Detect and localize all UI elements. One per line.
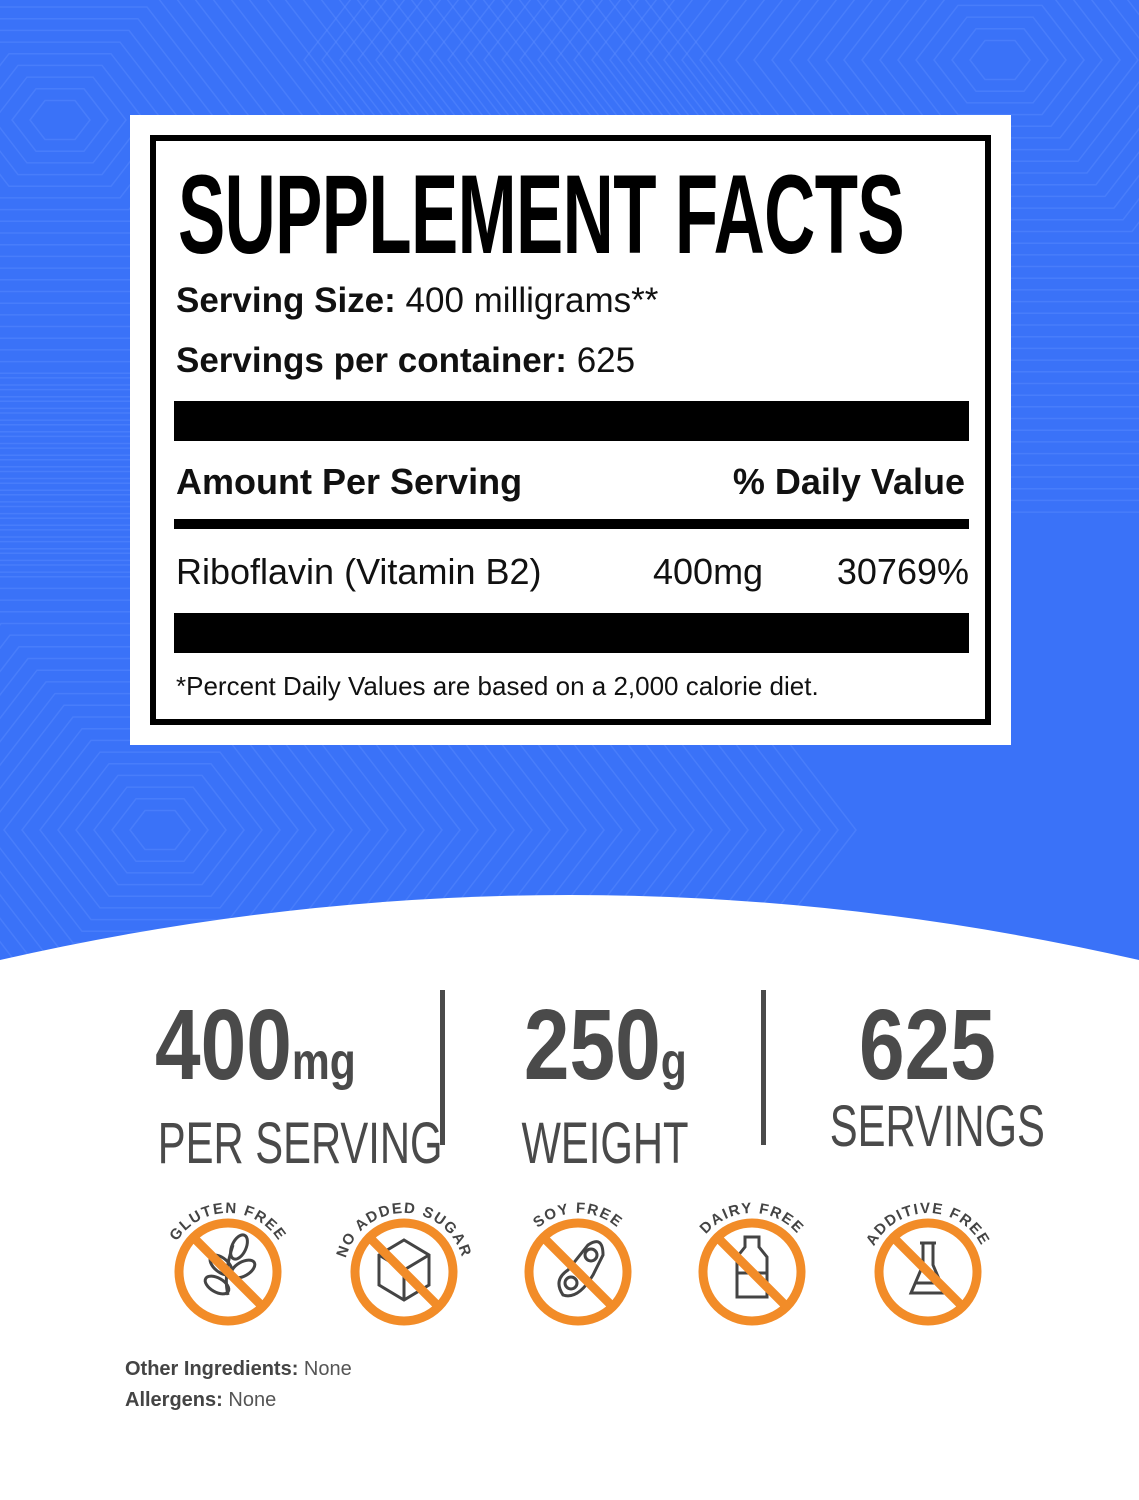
allergens-label: Allergens:: [125, 1389, 223, 1411]
prohibition-slash: [539, 1233, 617, 1311]
ingredient-amount: 400mg: [653, 551, 764, 592]
other-ingredients-value: None: [303, 1358, 352, 1380]
prohibition-slash: [189, 1233, 267, 1311]
ingredient-dv: 30769%: [836, 551, 969, 592]
thick-divider: [174, 613, 969, 653]
other-ingredients-label: Other Ingredients:: [125, 1358, 299, 1380]
prohibition-slash: [713, 1233, 791, 1311]
allergens: Allergens: None: [125, 1389, 276, 1412]
stat-value: 625: [859, 995, 996, 1095]
stat-divider: [761, 990, 766, 1145]
stat-label: WEIGHT: [521, 1111, 689, 1176]
prohibition-circle: [524, 1218, 632, 1326]
soybean-icon: [557, 1240, 605, 1298]
divider: [174, 519, 969, 529]
servings-label: Servings per container:: [176, 341, 567, 380]
allergens-value: None: [228, 1389, 277, 1411]
prohibition-slash: [365, 1233, 443, 1311]
ingredient-name: Riboflavin (Vitamin B2): [176, 551, 542, 592]
stat-unit: g: [660, 1033, 687, 1091]
serving-size-value: 400 milligrams**: [405, 281, 659, 320]
stat-per-serving: 400mg PER SERVING: [120, 995, 443, 1176]
stat-label: SERVINGS: [829, 1094, 1045, 1159]
badge-gluten-free: GLUTEN FREE: [166, 1200, 288, 1326]
stat-number: 625: [858, 989, 996, 1101]
serving-size-label: Serving Size:: [176, 281, 396, 320]
prohibition-circle: [698, 1218, 806, 1326]
prohibition-circle: [350, 1218, 458, 1326]
stat-unit: mg: [291, 1033, 356, 1091]
prohibition-circle: [874, 1218, 982, 1326]
prohibition-slash: [889, 1233, 967, 1311]
stat-weight: 250g WEIGHT: [470, 995, 740, 1174]
badge-soy-free: SOY FREE: [524, 1200, 632, 1326]
dv-header: % Daily Value: [732, 461, 965, 502]
stat-number: 250: [523, 989, 661, 1101]
servings-value: 625: [576, 341, 636, 380]
prohibition-circle: [174, 1218, 282, 1326]
svg-text:NO ADDED SUGAR: NO ADDED SUGAR: [333, 1200, 475, 1260]
other-ingredients: Other Ingredients: None: [125, 1358, 352, 1381]
footnote: *Percent Daily Values are based on a 2,0…: [176, 671, 819, 701]
stat-divider: [440, 990, 445, 1145]
amount-header: Amount Per Serving: [176, 461, 523, 502]
badge-label: NO ADDED SUGAR: [333, 1200, 473, 1260]
badge-additive-free: ADDITIVE FREE: [863, 1200, 992, 1326]
thick-divider: [174, 401, 969, 441]
badge-no-added-sugar: NO ADDED SUGAR: [333, 1200, 475, 1326]
facts-title: SUPPLEMENT FACTS: [178, 152, 905, 278]
badge-dairy-free: DAIRY FREE: [697, 1200, 806, 1326]
stat-value: 250g: [524, 995, 687, 1112]
serving-size: Serving Size: 400 milligrams**: [176, 281, 658, 321]
stat-label: PER SERVING: [157, 1111, 443, 1176]
servings-per-container: Servings per container: 625: [176, 341, 635, 381]
stat-servings: 625 SERVINGS: [792, 995, 1062, 1157]
stat-value: 400mg: [155, 995, 356, 1112]
supplement-facts-panel: SUPPLEMENT FACTS Serving Size: 400 milli…: [130, 115, 1011, 745]
facts-border: SUPPLEMENT FACTS Serving Size: 400 milli…: [150, 135, 991, 725]
stat-number: 400: [154, 989, 292, 1101]
